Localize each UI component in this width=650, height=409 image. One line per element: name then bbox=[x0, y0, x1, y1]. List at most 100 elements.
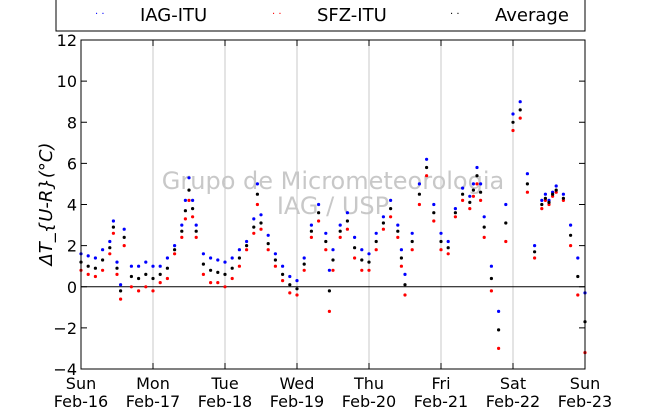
point-1-25 bbox=[230, 276, 234, 281]
point-0-78 bbox=[561, 192, 566, 196]
point-0-39 bbox=[324, 231, 328, 235]
point-0-72 bbox=[533, 244, 537, 248]
point-2-54 bbox=[417, 192, 421, 196]
point-0-62 bbox=[471, 182, 475, 186]
point-0-33 bbox=[281, 264, 285, 268]
point-1-20 bbox=[194, 235, 198, 239]
point-1-58 bbox=[446, 252, 450, 256]
x-tick-day-4: Thu bbox=[353, 374, 384, 393]
point-0-64 bbox=[479, 182, 483, 186]
point-0-69 bbox=[511, 112, 515, 116]
point-2-22 bbox=[209, 268, 213, 272]
point-2-61 bbox=[468, 200, 472, 204]
point-0-49 bbox=[389, 198, 393, 202]
point-1-11 bbox=[144, 285, 148, 289]
point-0-56 bbox=[432, 202, 436, 207]
point-2-34 bbox=[288, 283, 292, 287]
watermark-line-2: IAG / USP bbox=[277, 192, 389, 220]
point-1-61 bbox=[468, 207, 472, 211]
legend-marker-iag-itu: · · bbox=[95, 9, 105, 20]
data-points bbox=[79, 100, 587, 355]
x-tick-date-4: Feb-20 bbox=[342, 392, 396, 409]
point-1-46 bbox=[367, 268, 371, 272]
point-0-61 bbox=[468, 194, 472, 198]
point-2-52 bbox=[403, 283, 407, 287]
point-2-31 bbox=[266, 242, 270, 246]
point-0-41 bbox=[331, 248, 335, 252]
point-2-38 bbox=[317, 211, 321, 215]
legend-item-sfz-itu: · · SFZ-ITU bbox=[272, 5, 387, 26]
x-tick-date-6: Feb-22 bbox=[486, 392, 540, 409]
point-0-18 bbox=[187, 176, 191, 180]
point-1-37 bbox=[309, 235, 313, 239]
point-0-3 bbox=[101, 248, 105, 252]
point-0-4 bbox=[108, 239, 112, 244]
point-2-74 bbox=[543, 196, 548, 200]
point-2-57 bbox=[439, 239, 443, 244]
point-2-73 bbox=[540, 202, 544, 207]
point-2-20 bbox=[194, 229, 198, 233]
point-2-58 bbox=[446, 246, 450, 250]
point-0-59 bbox=[453, 207, 457, 211]
point-1-28 bbox=[252, 231, 256, 235]
point-1-35 bbox=[295, 293, 299, 297]
point-2-29 bbox=[255, 192, 259, 196]
point-0-24 bbox=[223, 260, 227, 264]
point-2-40 bbox=[327, 289, 331, 293]
plot-area bbox=[81, 40, 585, 369]
point-1-12 bbox=[151, 289, 155, 293]
point-1-32 bbox=[273, 264, 277, 268]
point-0-47 bbox=[374, 231, 378, 235]
point-1-64 bbox=[479, 198, 483, 202]
point-2-43 bbox=[345, 219, 349, 223]
x-axis: SunFeb-16MonFeb-17TueFeb-18WedFeb-19ThuF… bbox=[54, 40, 612, 409]
y-axis-label: ΔT_{U-R}(°C) bbox=[36, 142, 57, 267]
point-0-22 bbox=[209, 256, 213, 260]
point-2-13 bbox=[158, 272, 162, 276]
point-2-71 bbox=[525, 182, 530, 186]
point-1-5 bbox=[111, 231, 115, 235]
point-0-23 bbox=[216, 258, 220, 262]
point-2-64 bbox=[479, 190, 483, 194]
point-1-72 bbox=[533, 256, 537, 260]
point-1-14 bbox=[165, 276, 169, 281]
point-2-67 bbox=[497, 328, 501, 332]
point-2-32 bbox=[273, 258, 277, 262]
point-2-11 bbox=[144, 272, 148, 276]
point-2-69 bbox=[511, 120, 515, 124]
point-2-51 bbox=[399, 256, 403, 260]
y-tick-label-0: −4 bbox=[53, 360, 77, 379]
point-2-9 bbox=[129, 274, 133, 279]
point-0-8 bbox=[122, 227, 126, 231]
point-1-60 bbox=[461, 198, 465, 202]
point-1-51 bbox=[399, 264, 403, 268]
point-0-2 bbox=[93, 256, 97, 260]
point-1-45 bbox=[360, 268, 364, 272]
point-2-79 bbox=[569, 233, 573, 237]
series-sfz-itu bbox=[79, 116, 587, 355]
x-tick-date-5: Feb-21 bbox=[414, 392, 468, 409]
y-tick-label-1: −2 bbox=[53, 319, 77, 338]
y-tick-label-8: 12 bbox=[57, 31, 77, 50]
x-tick-day-5: Fri bbox=[431, 374, 450, 393]
point-1-73 bbox=[540, 207, 544, 211]
point-2-24 bbox=[223, 272, 227, 276]
point-1-70 bbox=[518, 116, 522, 120]
point-1-29 bbox=[255, 202, 259, 207]
point-2-28 bbox=[252, 225, 256, 229]
point-1-63 bbox=[475, 182, 479, 186]
point-0-34 bbox=[288, 274, 292, 279]
point-1-33 bbox=[281, 279, 285, 283]
point-1-43 bbox=[345, 227, 349, 231]
point-0-25 bbox=[230, 256, 234, 260]
point-2-50 bbox=[396, 229, 400, 233]
point-2-42 bbox=[338, 229, 342, 233]
point-2-15 bbox=[173, 248, 177, 252]
point-2-16 bbox=[180, 229, 184, 233]
point-0-70 bbox=[518, 100, 522, 104]
point-1-9 bbox=[129, 285, 133, 289]
x-tick-date-2: Feb-18 bbox=[198, 392, 252, 409]
point-0-29 bbox=[255, 182, 259, 186]
point-2-72 bbox=[533, 250, 537, 254]
point-1-26 bbox=[237, 264, 241, 268]
